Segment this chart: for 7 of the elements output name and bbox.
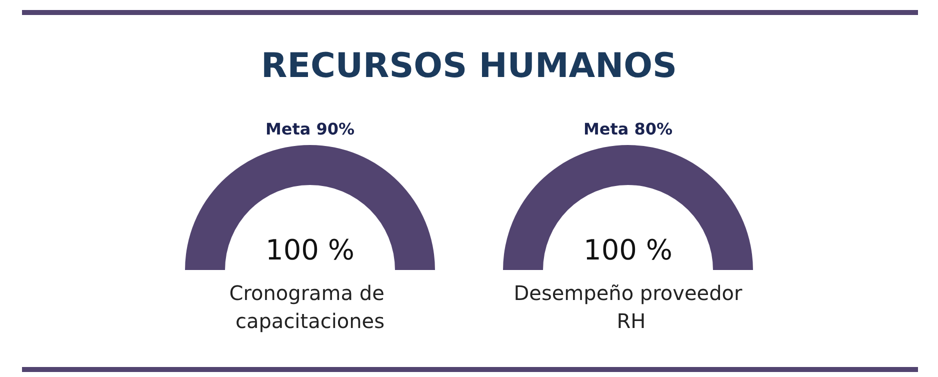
- slice-label: Cronograma de capacitaciones: [229, 281, 391, 333]
- slice-label: Desempeño proveedor RH: [514, 281, 744, 333]
- data-label: 100 %: [266, 234, 354, 266]
- chart-title: Meta 90%: [265, 120, 355, 138]
- chart-title: Meta 80%: [583, 120, 673, 138]
- data-label: 100 %: [584, 234, 672, 266]
- text: RECURSOS HUMANOS: [261, 46, 677, 86]
